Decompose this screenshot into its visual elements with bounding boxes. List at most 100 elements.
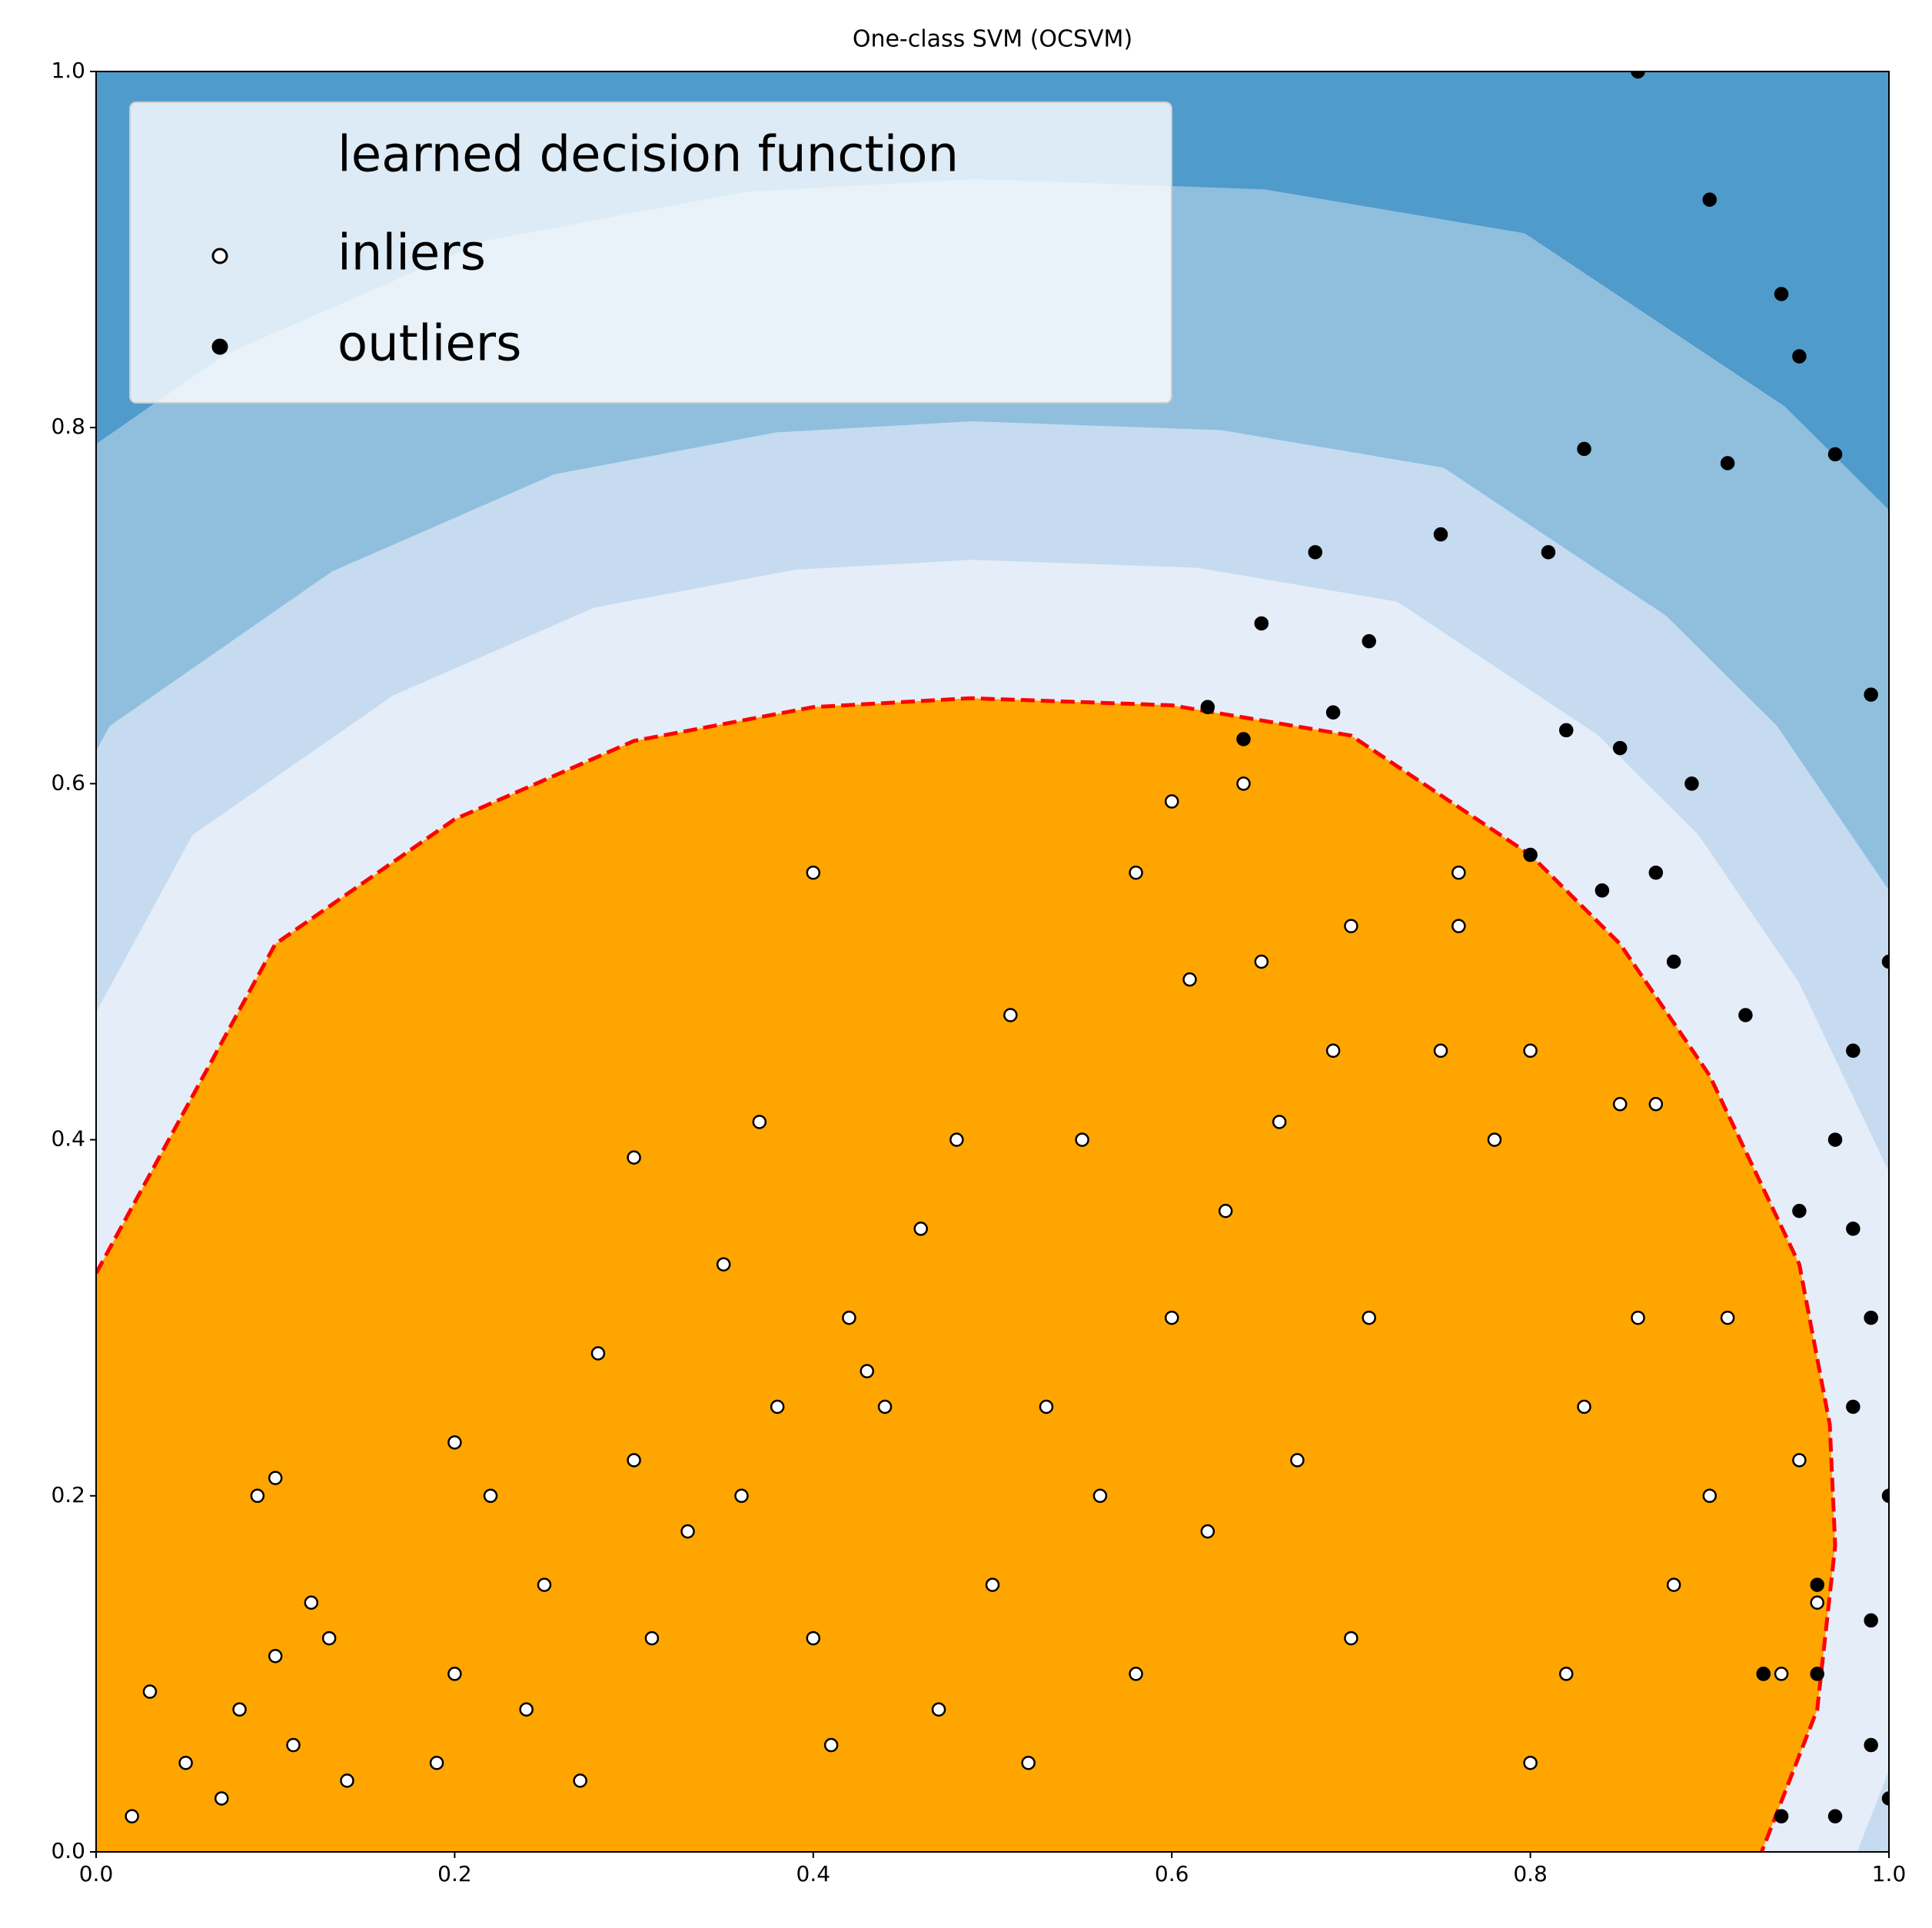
x-tick-label: 0.2 [437, 1861, 472, 1886]
inlier-point [590, 1346, 606, 1361]
inlier-point [1344, 919, 1358, 933]
outlier-point [1846, 1222, 1861, 1236]
inlier-point [1362, 1310, 1376, 1325]
inlier-point [1774, 1667, 1789, 1681]
outlier-point [1325, 705, 1341, 720]
inlier-point [286, 1737, 301, 1753]
inlier-point [860, 1364, 875, 1378]
inlier-point [1810, 1595, 1824, 1611]
inlier-point [1666, 1577, 1681, 1592]
outlier-point [1827, 447, 1843, 462]
inlier-point [1182, 972, 1197, 987]
inlier-point [214, 1791, 229, 1806]
inlier-point [1218, 1203, 1233, 1218]
inlier-point [447, 1667, 462, 1681]
outlier-point [1362, 633, 1376, 649]
y-tick-label: 0.2 [51, 1482, 85, 1507]
y-tick-label: 0.0 [51, 1838, 85, 1863]
inlier-point [1612, 1097, 1628, 1112]
inlier-point [985, 1577, 1000, 1592]
inlier-point [1523, 1755, 1538, 1770]
legend-marker [211, 338, 228, 355]
inlier-point [1164, 1310, 1179, 1325]
inlier-point [304, 1595, 319, 1611]
outlier-point [1523, 847, 1538, 863]
inlier-point [250, 1488, 265, 1504]
outlier-point [1881, 1791, 1889, 1806]
outlier-point [1684, 776, 1699, 791]
outlier-point [1200, 700, 1215, 715]
inlier-point [178, 1755, 193, 1770]
inlier-point [1003, 1008, 1018, 1022]
outlier-point [1864, 1613, 1878, 1628]
outlier-point [1541, 545, 1556, 560]
inlier-point [1344, 1630, 1358, 1646]
inlier-point [644, 1630, 660, 1646]
outlier-point [1774, 287, 1789, 301]
outlier-point [1846, 1043, 1861, 1059]
inlier-point [1558, 1667, 1574, 1681]
inlier-point [1129, 1667, 1143, 1681]
y-tick-label: 0.6 [51, 770, 85, 795]
inlier-point [1451, 919, 1466, 933]
legend-label: outliers [338, 316, 521, 373]
x-tick-label: 0.0 [79, 1861, 114, 1886]
inlier-point [842, 1310, 856, 1325]
inlier-point [519, 1702, 534, 1717]
outlier-point [1577, 441, 1591, 457]
outlier-point [1631, 71, 1645, 79]
inlier-point [1487, 1132, 1502, 1147]
outlier-point [1864, 1310, 1878, 1325]
inlier-point [1254, 954, 1269, 969]
inlier-point [734, 1488, 749, 1504]
x-tick-label: 0.8 [1513, 1861, 1548, 1886]
inlier-point [1648, 1097, 1664, 1112]
outlier-point [1612, 740, 1628, 756]
inlier-point [232, 1702, 247, 1717]
inlier-point [483, 1488, 498, 1504]
outlier-point [1308, 545, 1323, 560]
inlier-point [627, 1150, 641, 1165]
inlier-point [627, 1453, 641, 1468]
outlier-point [1648, 865, 1664, 880]
legend-marker [211, 248, 228, 264]
outlier-point [1774, 1809, 1789, 1823]
outlier-point [1827, 1132, 1843, 1147]
inlier-point [1325, 1043, 1341, 1059]
inlier-point [1021, 1755, 1036, 1770]
x-tick-label: 0.4 [796, 1861, 831, 1886]
inlier-point [806, 865, 821, 880]
inlier-point [1200, 1524, 1215, 1539]
inlier-point [1272, 1115, 1287, 1129]
inlier-point [142, 1684, 158, 1699]
inlier-point [1631, 1310, 1645, 1325]
legend-label: learned decision function [338, 127, 959, 184]
outlier-point [1702, 192, 1718, 208]
chart-title: One-class SVM (OCSVM) [853, 26, 1132, 53]
inlier-point [429, 1755, 444, 1770]
outlier-point [1792, 1203, 1807, 1218]
inlier-point [1792, 1453, 1807, 1468]
inlier-point [573, 1773, 587, 1788]
outlier-point [1810, 1667, 1824, 1681]
outlier-point [1846, 1399, 1861, 1414]
decision-region [96, 698, 1836, 1852]
outlier-point [1558, 723, 1574, 738]
outlier-point [1792, 349, 1807, 364]
inlier-point [125, 1809, 139, 1823]
y-tick-label: 0.8 [51, 414, 85, 439]
outlier-point [1881, 1488, 1889, 1504]
inlier-point [1075, 1132, 1089, 1147]
outlier-point [1236, 732, 1251, 746]
axes-frame [95, 71, 1890, 1853]
inlier-point [1702, 1488, 1718, 1504]
outlier-point [1666, 954, 1681, 969]
inlier-point [752, 1115, 767, 1129]
inlier-point [716, 1257, 731, 1271]
inlier-point [1433, 1043, 1448, 1059]
inlier-point [1092, 1488, 1108, 1504]
inlier-point [806, 1630, 821, 1646]
legend-box [129, 101, 1172, 404]
inlier-point [1451, 865, 1466, 880]
